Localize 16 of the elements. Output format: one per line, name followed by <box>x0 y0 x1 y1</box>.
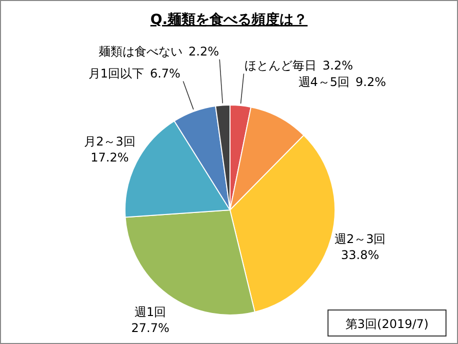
slice-label: 麺類は食べない <box>98 44 183 58</box>
data-label: 6.7% <box>150 66 180 81</box>
text: 第3回(2019/7) <box>345 317 429 331</box>
slice-label: 週1回 <box>134 304 166 319</box>
data-label: 33.8% <box>341 248 380 262</box>
slice-label: 月1回以下 <box>88 66 144 81</box>
data-label: 2.2% <box>188 44 220 58</box>
slice-label: 週4～5回 <box>298 75 350 90</box>
slice-label: ほとんど毎日 <box>244 58 317 73</box>
data-label: 3.2% <box>322 58 354 73</box>
slice-label: 月2～3回 <box>84 134 136 149</box>
data-label: 17.2% <box>90 150 129 165</box>
data-label: 9.2% <box>356 75 386 90</box>
data-label: 27.7% <box>131 320 170 335</box>
slice-label: 週2～3回 <box>334 232 386 246</box>
chart-title: Q.麺類を食べる頻度は？ <box>150 11 308 28</box>
